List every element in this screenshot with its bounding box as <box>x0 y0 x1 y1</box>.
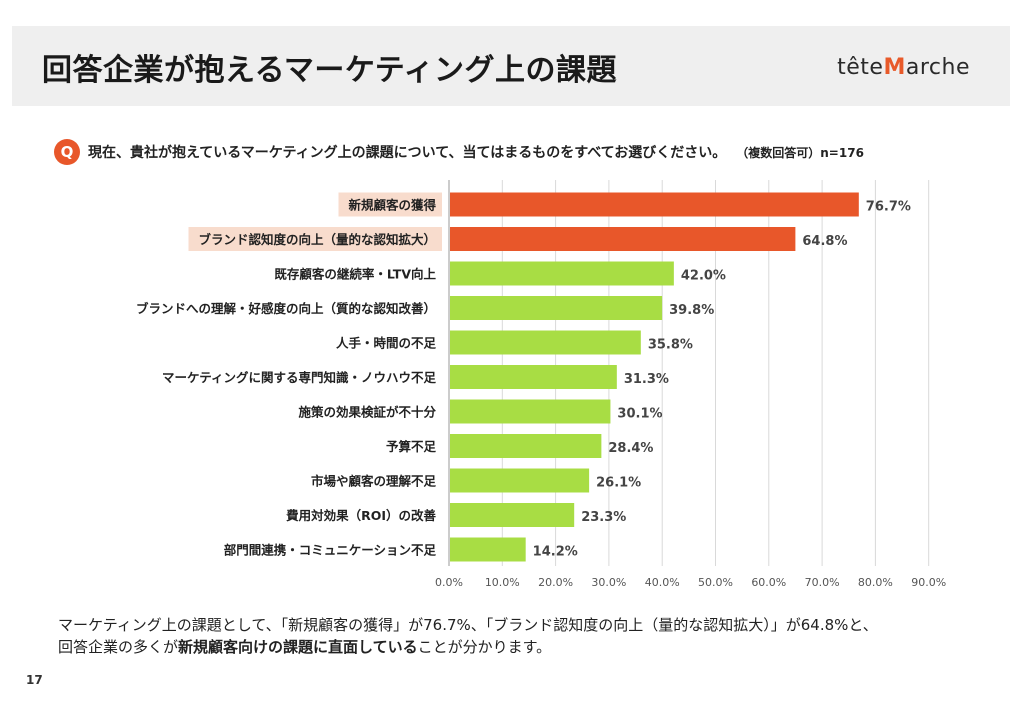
bar-value-label: 76.7% <box>866 200 911 215</box>
category-label: 新規顧客の獲得 <box>348 198 436 213</box>
question-note: （複数回答可）n=176 <box>736 145 864 160</box>
bar <box>450 503 575 527</box>
summary-line-2-bold: 新規顧客向けの課題に直面している <box>178 638 418 656</box>
x-tick-label: 90.0% <box>911 576 946 589</box>
bar-value-label: 14.2% <box>533 545 578 560</box>
x-tick-label: 80.0% <box>858 576 893 589</box>
bar <box>450 296 663 320</box>
bar-value-label: 64.8% <box>802 234 847 249</box>
summary-line-2: 回答企業の多くが新規顧客向けの課題に直面していることが分かります。 <box>58 636 878 658</box>
bar-value-label: 26.1% <box>596 476 641 491</box>
bar-value-label: 30.1% <box>617 407 662 422</box>
category-label: マーケティングに関する専門知識・ノウハウ不足 <box>162 370 437 385</box>
x-tick-label: 60.0% <box>751 576 786 589</box>
question-row: Q 現在、貴社が抱えているマーケティング上の課題について、当てはまるものをすべて… <box>54 139 864 165</box>
x-tick-label: 20.0% <box>538 576 573 589</box>
bar <box>450 399 611 424</box>
logo-prefix: tête <box>837 55 884 80</box>
page-title: 回答企業が抱えるマーケティング上の課題 <box>42 53 617 88</box>
category-label: 人手・時間の不足 <box>336 336 437 351</box>
category-label-highlight <box>338 192 442 217</box>
bar-value-label: 28.4% <box>608 441 653 456</box>
bar <box>450 192 859 217</box>
x-tick-label: 0.0% <box>435 576 463 589</box>
category-label: 部門間連携・コミュニケーション不足 <box>224 543 437 558</box>
question-badge-icon: Q <box>54 139 80 165</box>
bar-value-label: 31.3% <box>624 372 669 387</box>
bar-value-label: 39.8% <box>669 303 714 318</box>
bar <box>450 365 617 389</box>
summary-line-2-post: ことが分かります。 <box>417 638 552 656</box>
question-text: 現在、貴社が抱えているマーケティング上の課題について、当てはまるものをすべてお選… <box>88 145 727 161</box>
category-label: 予算不足 <box>386 439 437 454</box>
category-label: ブランドへの理解・好感度の向上（質的な認知改善） <box>136 301 436 316</box>
summary-line-2-pre: 回答企業の多くが <box>58 638 179 656</box>
bar-value-label: 35.8% <box>648 338 693 353</box>
bar <box>450 434 602 458</box>
bar <box>450 261 674 286</box>
bar-value-label: 42.0% <box>681 269 726 284</box>
bar <box>450 468 590 493</box>
category-label-highlight <box>188 227 442 251</box>
bar-value-label: 23.3% <box>581 510 626 525</box>
bar <box>450 537 526 562</box>
category-label: 既存顧客の継続率・LTV向上 <box>274 267 436 282</box>
x-tick-label: 10.0% <box>485 576 520 589</box>
x-tick-label: 50.0% <box>698 576 733 589</box>
logo-accent: M <box>883 55 906 80</box>
x-tick-label: 30.0% <box>591 576 626 589</box>
bar <box>450 227 796 251</box>
page-number: 17 <box>26 673 43 687</box>
bar <box>450 330 641 355</box>
category-label: ブランド認知度の向上（量的な認知拡大） <box>198 232 436 247</box>
logo-suffix: arche <box>905 55 970 80</box>
brand-logo: têteMarche <box>837 55 970 80</box>
summary-text: マーケティング上の課題として、「新規顧客の獲得」が76.7%、「ブランド認知度の… <box>58 614 878 658</box>
category-label: 施策の効果検証が不十分 <box>298 405 436 420</box>
summary-line-1: マーケティング上の課題として、「新規顧客の獲得」が76.7%、「ブランド認知度の… <box>58 616 878 634</box>
bar-chart: 0.0% 10.0% 20.0% 30.0% 40.0% 50.0% 60.0% 70.0% 8… <box>136 180 946 589</box>
x-tick-label: 70.0% <box>805 576 840 589</box>
x-tick-label: 40.0% <box>645 576 680 589</box>
category-label: 費用対効果（ROI）の改善 <box>286 508 436 523</box>
category-label: 市場や顧客の理解不足 <box>311 474 437 489</box>
header-bar: 回答企業が抱えるマーケティング上の課題 têteMarche <box>12 26 1010 106</box>
